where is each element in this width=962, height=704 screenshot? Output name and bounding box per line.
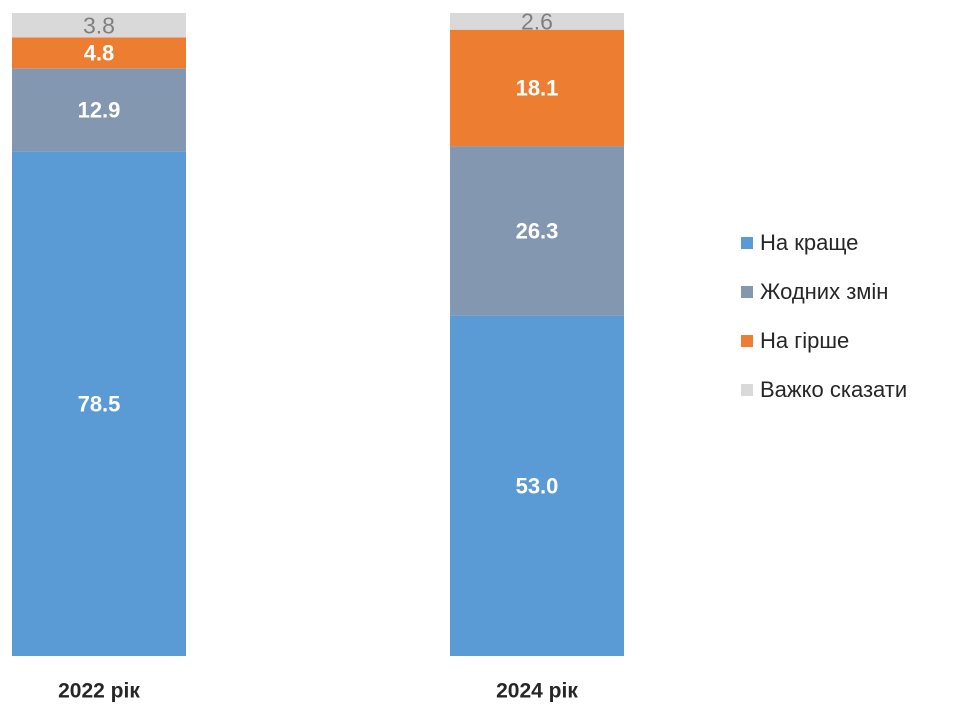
bar-segment [450,146,624,316]
bar-segment [450,29,624,147]
data-label: 53.0 [516,473,559,498]
legend-label: На гірше [760,328,849,353]
data-label: 3.8 [83,12,115,38]
legend-marker [741,237,753,249]
bar-segment [450,315,624,656]
bar-segment [12,37,186,69]
legend-marker [741,335,753,347]
data-label: 12.9 [78,98,121,123]
data-label: 4.8 [84,41,115,66]
legend-label: Важко сказати [760,377,907,402]
bar-segment [450,13,624,30]
data-label: 2.6 [521,8,553,34]
legend-label: Жодних змін [760,279,888,304]
data-label: 78.5 [78,391,121,416]
bar-segment [12,151,186,656]
legend-marker [741,384,753,396]
data-label: 18.1 [516,76,559,101]
x-tick-label: 2022 рік [58,680,140,703]
x-tick-label: 2024 рік [496,680,578,703]
legend-label: На краще [760,230,858,255]
bar-segment [12,68,186,152]
legend-marker [741,286,753,298]
bar-segment [12,13,186,38]
data-label: 26.3 [516,218,559,243]
